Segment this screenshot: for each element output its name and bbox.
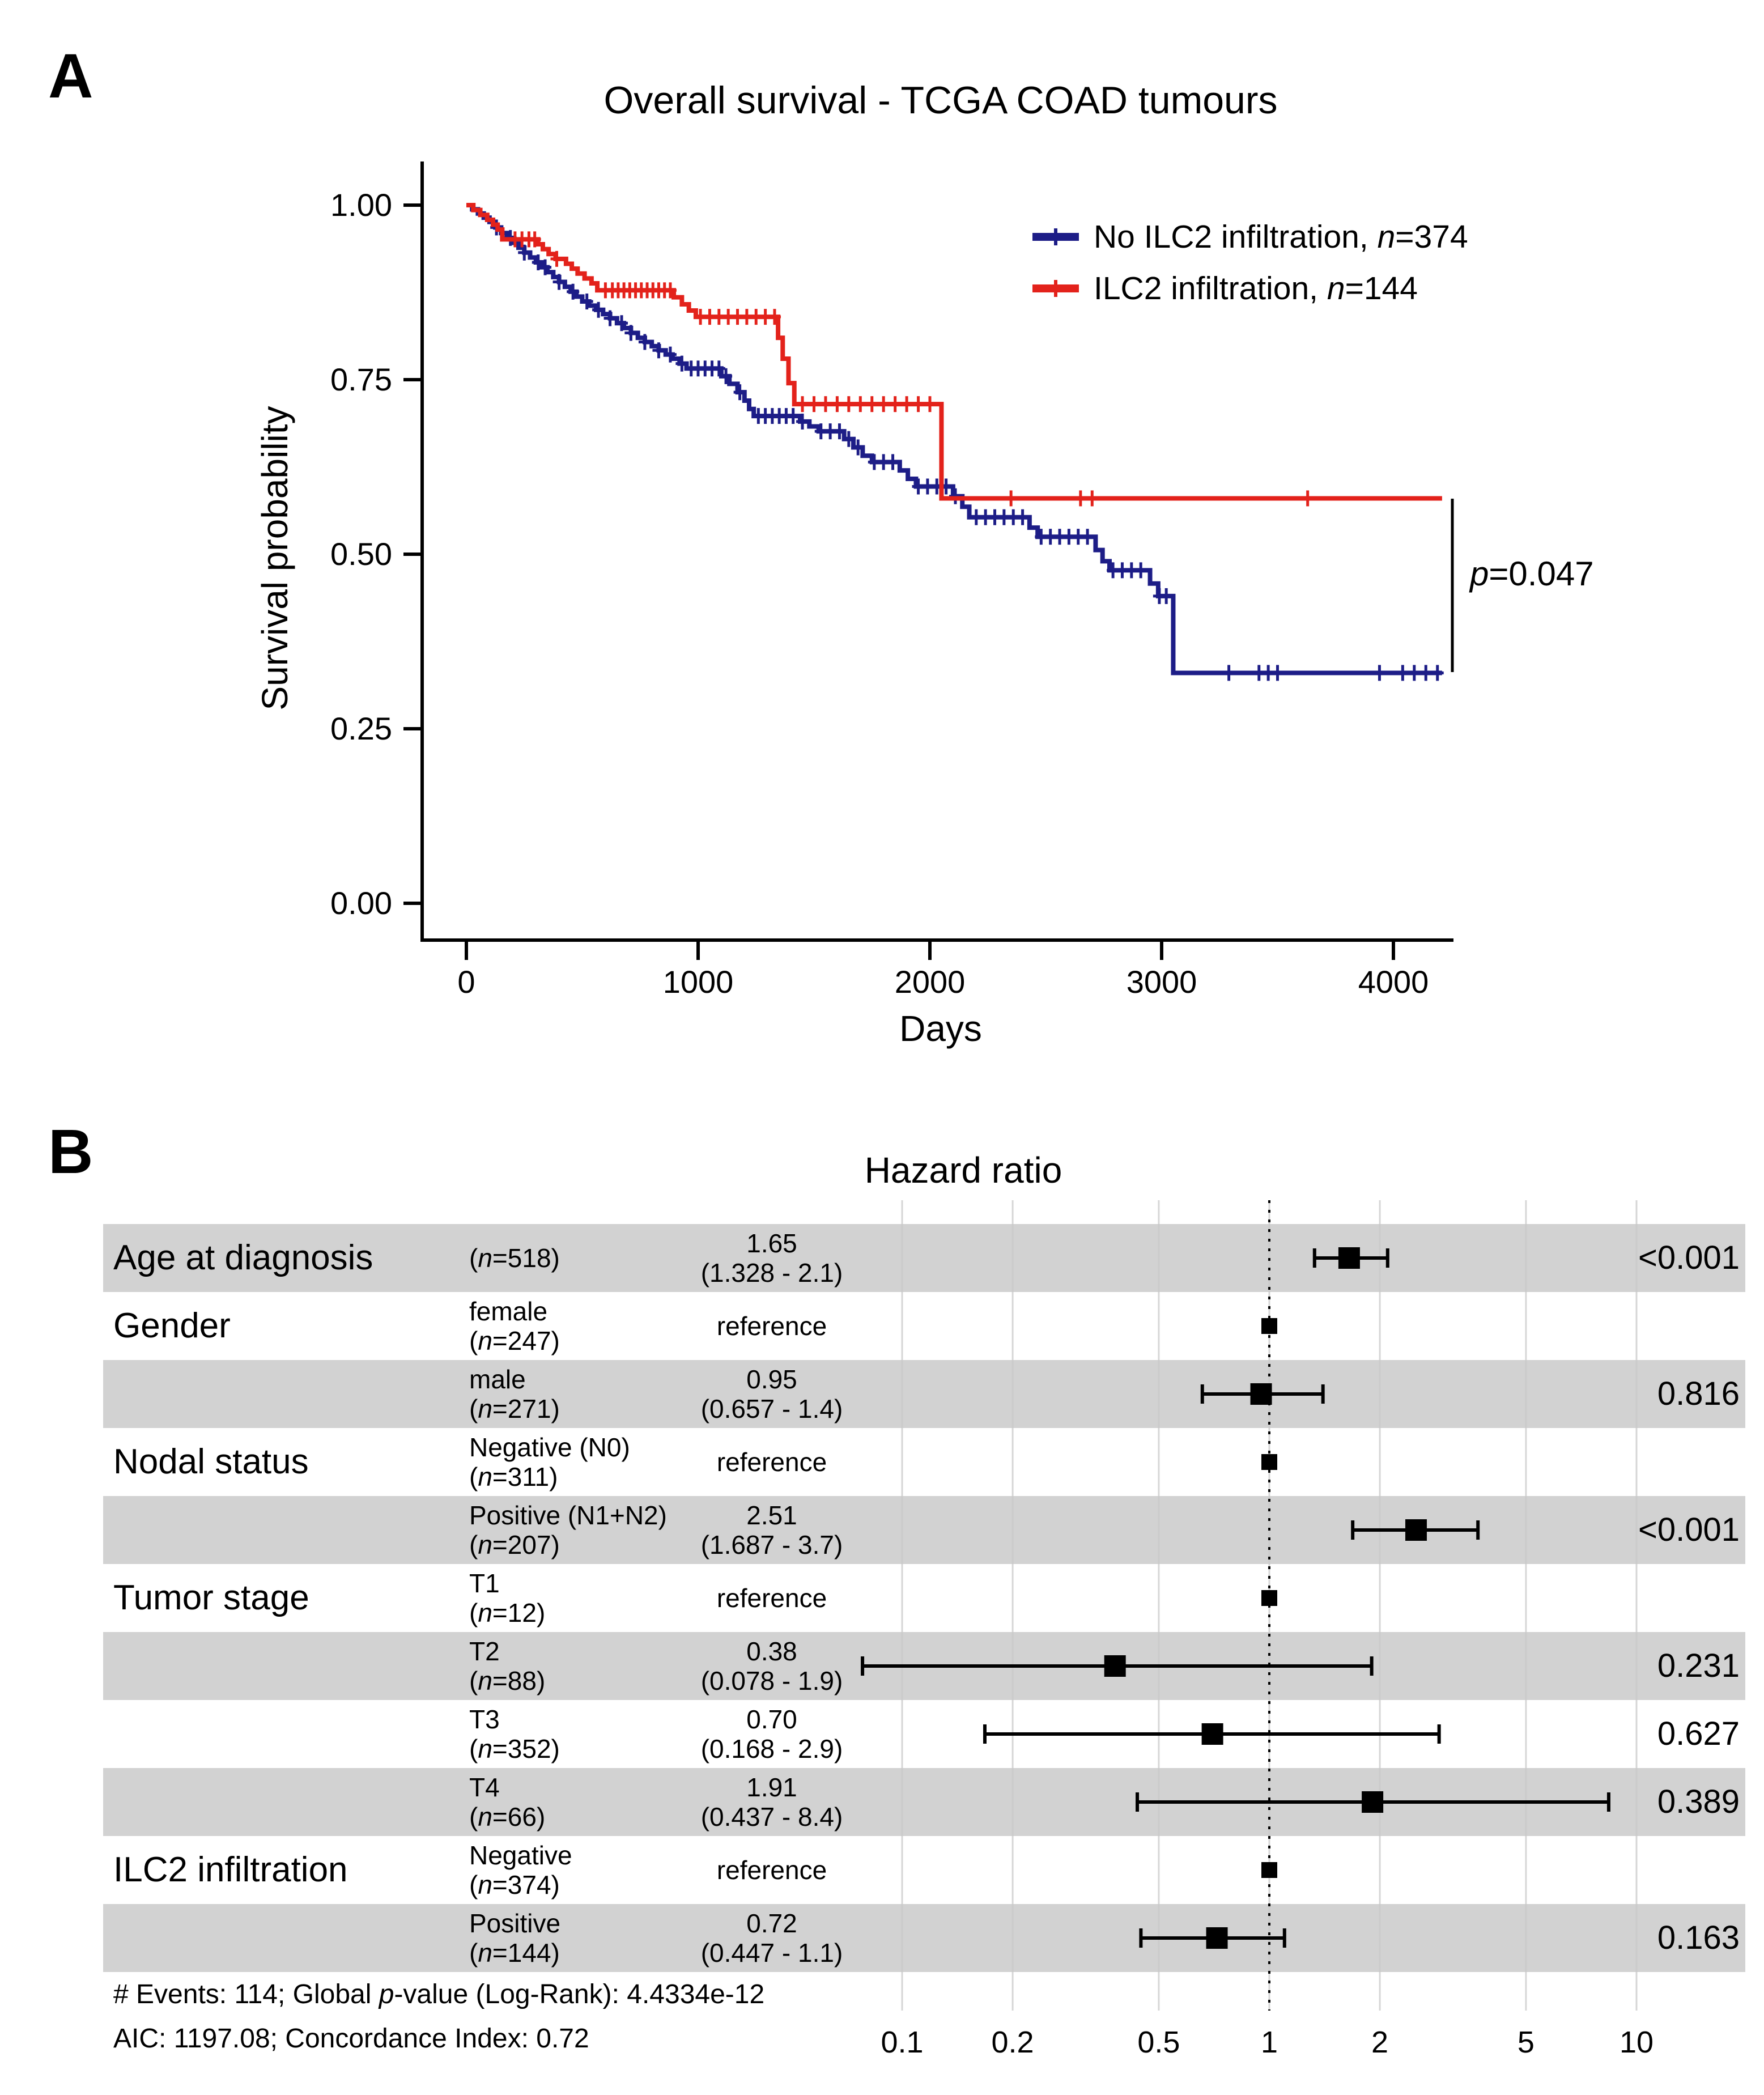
hr-marker <box>1250 1383 1272 1405</box>
forest-x-tick-label: 0.1 <box>881 2025 923 2059</box>
forest-x-tick-label: 10 <box>1620 2025 1654 2059</box>
row-level-label: female (n=247) <box>469 1297 560 1355</box>
x-tick-label: 0 <box>457 964 475 1000</box>
hr-marker-reference <box>1261 1590 1277 1606</box>
forest-row: Tumor stage T1 (n=12) reference <box>103 1564 1745 1632</box>
forest-row: Nodal status Negative (N0) (n=311) referenc… <box>103 1428 1745 1496</box>
hr-marker <box>1206 1927 1228 1949</box>
row-hr-value: 0.95 (0.657 - 1.4) <box>700 1365 843 1423</box>
row-hr-value: 2.51 (1.687 - 3.7) <box>700 1501 843 1559</box>
hr-marker <box>1362 1791 1384 1813</box>
x-tick-label: 1000 <box>663 964 734 1000</box>
row-hr-value: 0.72 (0.447 - 1.1) <box>700 1909 843 1967</box>
footnote-events: # Events: 114; Global p-value (Log-Rank)… <box>113 1979 765 2009</box>
row-group-label: Tumor stage <box>113 1578 309 1617</box>
legend-swatch <box>1032 228 1079 245</box>
row-p-value: 0.816 <box>1657 1375 1740 1412</box>
row-hr-value: reference <box>716 1855 827 1885</box>
row-hr-value: 0.70 (0.168 - 2.9) <box>700 1705 843 1763</box>
forest-row: ILC2 infiltration Negative (n=374) referenc… <box>103 1836 1745 1904</box>
forest-x-tick-label: 0.5 <box>1137 2025 1180 2059</box>
row-group-label: Age at diagnosis <box>113 1238 373 1277</box>
y-tick-label: 0.25 <box>330 711 392 746</box>
row-hr-value: 1.65 (1.328 - 2.1) <box>700 1229 843 1287</box>
panel-a-x-axis-title: Days <box>899 1008 982 1049</box>
x-tick-label: 4000 <box>1358 964 1429 1000</box>
forest-x-tick-label: 0.2 <box>992 2025 1034 2059</box>
hr-marker <box>1338 1247 1360 1269</box>
row-group-label: ILC2 infiltration <box>113 1850 348 1889</box>
y-tick-label: 0.50 <box>330 536 392 572</box>
hr-marker <box>1405 1519 1427 1541</box>
forest-x-tick-label: 1 <box>1261 2025 1278 2059</box>
row-hr-value: reference <box>716 1447 827 1477</box>
row-p-value: 0.163 <box>1657 1919 1740 1956</box>
km-legend: No ILC2 infiltration, n=374 ILC2 infiltra… <box>1032 219 1468 323</box>
forest-row: Gender female (n=247) reference <box>103 1292 1745 1360</box>
row-level-label: Negative (n=374) <box>469 1841 572 1899</box>
y-tick-label: 1.00 <box>330 187 392 223</box>
row-hr-value: reference <box>716 1311 827 1341</box>
row-p-value: 0.231 <box>1657 1647 1740 1684</box>
row-p-value: 0.389 <box>1657 1783 1740 1820</box>
row-level-label: Positive (n=144) <box>469 1909 561 1967</box>
row-level-label: (n=518) <box>469 1243 560 1273</box>
forest-x-tick-label: 2 <box>1371 2025 1388 2059</box>
panel-a-label: A <box>48 41 93 111</box>
y-tick-label: 0.00 <box>330 885 392 921</box>
y-tick-label: 0.75 <box>330 362 392 397</box>
legend-swatch-tick <box>1054 280 1057 297</box>
row-level-label: T1 (n=12) <box>469 1569 546 1627</box>
row-level-label: T2 (n=88) <box>469 1637 546 1695</box>
row-level-label: T3 (n=352) <box>469 1705 560 1763</box>
legend-item: ILC2 infiltration, n=144 <box>1032 270 1468 307</box>
row-level-label: Positive (N1+N2) (n=207) <box>469 1501 667 1559</box>
panel-a-title: Overall survival - TCGA COAD tumours <box>603 79 1278 122</box>
hr-marker <box>1104 1655 1126 1677</box>
forest-x-tick-label: 5 <box>1518 2025 1535 2059</box>
hr-marker-reference <box>1261 1862 1277 1878</box>
row-p-value: <0.001 <box>1638 1239 1740 1276</box>
x-tick-label: 2000 <box>895 964 966 1000</box>
legend-label: No ILC2 infiltration, n=374 <box>1094 219 1468 255</box>
row-p-value: 0.627 <box>1657 1715 1740 1752</box>
x-tick-label: 3000 <box>1127 964 1197 1000</box>
hr-marker-reference <box>1261 1318 1277 1334</box>
row-level-label: T4 (n=66) <box>469 1773 546 1831</box>
hr-marker-reference <box>1261 1454 1277 1470</box>
km-p-value: p=0.047 <box>1470 555 1594 593</box>
row-hr-value: 1.91 (0.437 - 8.4) <box>700 1773 843 1831</box>
legend-item: No ILC2 infiltration, n=374 <box>1032 219 1468 255</box>
footnote-aic: AIC: 1197.08; Concordance Index: 0.72 <box>113 2024 589 2054</box>
row-hr-value: reference <box>716 1583 827 1613</box>
panel-b-title: Hazard ratio <box>864 1150 1062 1191</box>
forest-row: Age at diagnosis (n=518) 1.65 (1.328 - 2.1)… <box>103 1224 1745 1292</box>
forest-row: male (n=271) 0.95 (0.657 - 1.4) 0.816 <box>103 1360 1745 1428</box>
legend-label: ILC2 infiltration, n=144 <box>1094 270 1418 307</box>
row-level-label: Negative (N0) (n=311) <box>469 1433 630 1491</box>
forest-row: Positive (n=144) 0.72 (0.447 - 1.1) 0.163 <box>103 1904 1745 1972</box>
row-p-value: <0.001 <box>1638 1511 1740 1548</box>
row-level-label: male (n=271) <box>469 1365 560 1423</box>
row-group-label: Gender <box>113 1306 231 1345</box>
row-hr-value: 0.38 (0.078 - 1.9) <box>700 1637 843 1695</box>
panel-b-label: B <box>48 1117 93 1187</box>
legend-swatch <box>1032 280 1079 297</box>
forest-row: T3 (n=352) 0.70 (0.168 - 2.9) 0.627 <box>103 1700 1745 1768</box>
km-curve-ilc2 <box>466 203 1442 501</box>
legend-swatch-tick <box>1054 228 1057 245</box>
row-group-label: Nodal status <box>113 1442 309 1481</box>
hr-marker <box>1201 1723 1223 1745</box>
